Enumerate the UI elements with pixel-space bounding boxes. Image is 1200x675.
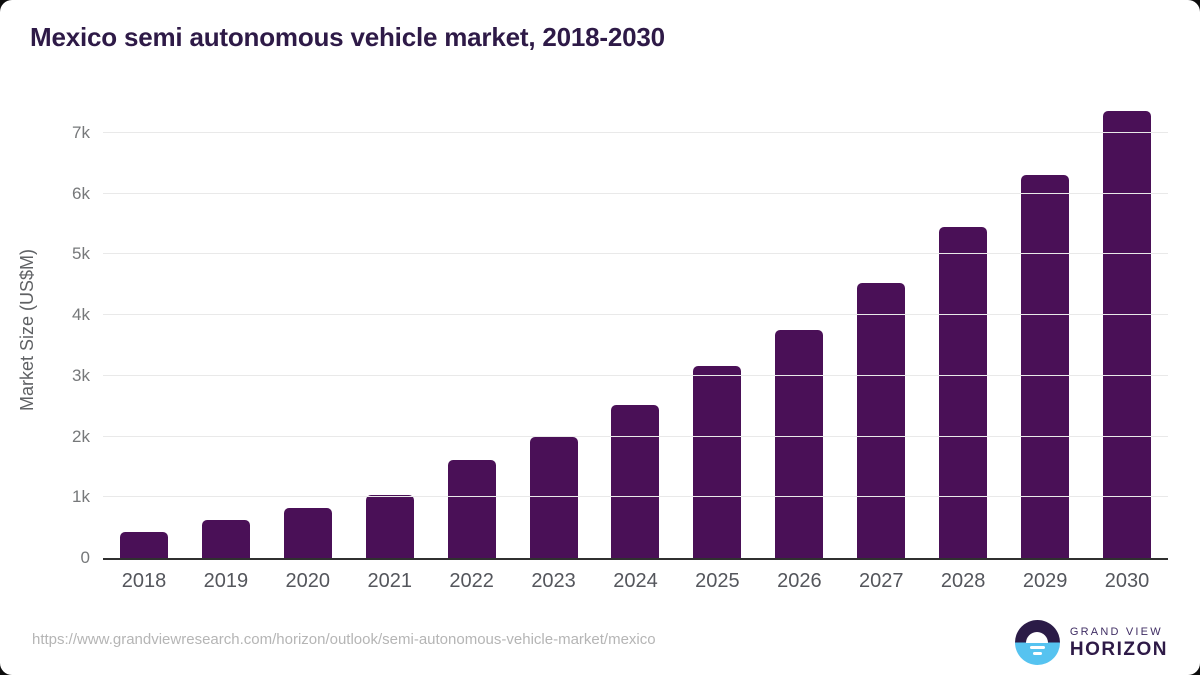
bar-2029[interactable] <box>1021 174 1070 558</box>
bar-2028[interactable] <box>939 227 988 558</box>
gridline-6k <box>103 192 1168 194</box>
y-tick-0: 0 <box>80 548 90 567</box>
x-tick-2020: 2020 <box>285 570 331 592</box>
bar-slot-2029 <box>1004 103 1086 558</box>
bar-2019[interactable] <box>201 520 250 558</box>
bar-slot-2020 <box>267 103 349 558</box>
x-tick-2030: 2030 <box>1104 570 1150 592</box>
bar-slot-2028 <box>922 103 1004 558</box>
gridline-4k <box>103 314 1168 316</box>
y-tick-5k: 5k <box>72 244 90 264</box>
y-tick-1k: 1k <box>72 487 90 507</box>
gridline-7k <box>103 132 1168 133</box>
x-tick-2022: 2022 <box>449 570 494 592</box>
x-tick-2027: 2027 <box>859 570 904 592</box>
sun-dome-shape <box>1026 631 1049 643</box>
bar-slot-2023 <box>513 103 595 558</box>
x-tick-2021: 2021 <box>367 570 412 592</box>
x-tick-2026: 2026 <box>777 570 822 592</box>
bar-2021[interactable] <box>365 494 414 558</box>
bar-slot-2026 <box>758 103 840 558</box>
bar-2025[interactable] <box>693 366 742 558</box>
bar-series <box>103 103 1168 558</box>
bar-slot-2027 <box>840 103 922 558</box>
bar-2020[interactable] <box>283 507 332 558</box>
bar-2024[interactable] <box>611 405 660 558</box>
x-tick-2025: 2025 <box>695 570 740 592</box>
bar-slot-2022 <box>431 103 513 558</box>
y-tick-7k: 7k <box>72 123 90 142</box>
x-tick-2024: 2024 <box>613 570 658 592</box>
brand-logo: GRAND VIEW HORIZON <box>1014 620 1168 665</box>
bar-slot-2024 <box>595 103 677 558</box>
y-axis-tick-labels: 0 1k 2k 3k 4k 5k 6k 7k <box>20 103 90 567</box>
sun-reflection-line-2 <box>1032 651 1042 655</box>
bar-slot-2025 <box>676 103 758 558</box>
x-tick-2023: 2023 <box>531 570 576 592</box>
bar-slot-2030 <box>1086 103 1168 558</box>
brand-name-bottom: HORIZON <box>1069 638 1168 660</box>
x-tick-2029: 2029 <box>1022 570 1068 592</box>
y-tick-6k: 6k <box>72 183 90 203</box>
y-tick-2k: 2k <box>72 426 90 446</box>
x-tick-2028: 2028 <box>940 570 986 592</box>
x-axis-tick-labels: 2018 2019 2020 2021 2022 2023 2024 2025 2026 2027… <box>103 570 1168 593</box>
bar-slot-2021 <box>349 103 431 558</box>
gridline-2k <box>103 435 1168 437</box>
bar-slot-2019 <box>185 103 267 558</box>
bar-2018[interactable] <box>119 531 168 558</box>
y-tick-4k: 4k <box>72 305 90 325</box>
sun-reflection-line-1 <box>1029 645 1045 649</box>
gridline-5k <box>103 253 1168 255</box>
source-url: https://www.grandviewresearch.com/horizo… <box>32 631 656 648</box>
brand-name-top: GRAND VIEW <box>1069 625 1163 638</box>
brand-logo-text: GRAND VIEW HORIZON <box>1070 626 1168 660</box>
gridline-3k <box>103 374 1168 376</box>
chart-title: Mexico semi autonomous vehicle market, 2… <box>30 22 665 52</box>
bar-2027[interactable] <box>857 282 906 558</box>
bar-slot-2018 <box>103 103 185 558</box>
x-tick-2018: 2018 <box>121 570 167 592</box>
plot-area <box>103 103 1168 560</box>
horizon-sun-icon <box>1014 620 1060 665</box>
bar-2030[interactable] <box>1103 111 1152 558</box>
y-tick-3k: 3k <box>72 365 90 385</box>
bar-2026[interactable] <box>775 329 824 558</box>
bar-2022[interactable] <box>447 459 496 558</box>
gridline-1k <box>103 496 1168 498</box>
x-tick-2019: 2019 <box>203 570 249 592</box>
